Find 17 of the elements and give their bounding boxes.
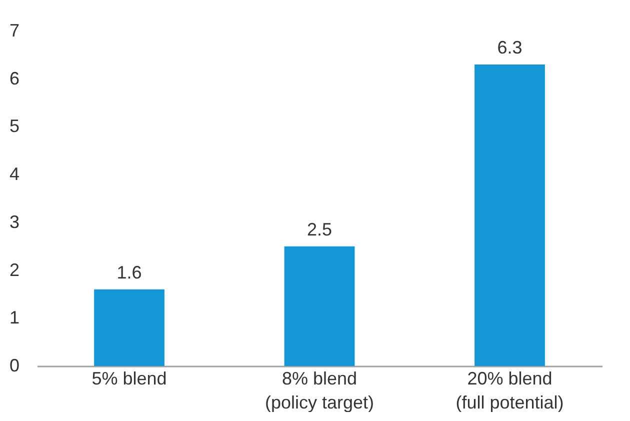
data-label: 1.6 xyxy=(116,262,142,282)
y-tick-label: 2 xyxy=(9,260,20,280)
y-tick-label: 7 xyxy=(9,20,20,40)
x-tick-label: 5% blend xyxy=(92,368,167,388)
data-label: 2.5 xyxy=(306,219,332,240)
x-tick-label: 20% blend (full potential) xyxy=(456,368,564,412)
y-tick-label: 4 xyxy=(9,164,20,184)
y-tick-label: 0 xyxy=(9,356,20,376)
bar xyxy=(94,289,164,366)
y-tick-label: 1 xyxy=(9,308,20,328)
y-tick-label: 5 xyxy=(9,116,20,136)
bar xyxy=(474,64,545,366)
x-tick-label: 8% blend (policy target) xyxy=(264,368,374,412)
bar xyxy=(284,246,355,366)
y-tick-label: 3 xyxy=(9,212,20,232)
data-label: 6.3 xyxy=(497,38,522,58)
y-tick-label: 6 xyxy=(9,68,20,88)
